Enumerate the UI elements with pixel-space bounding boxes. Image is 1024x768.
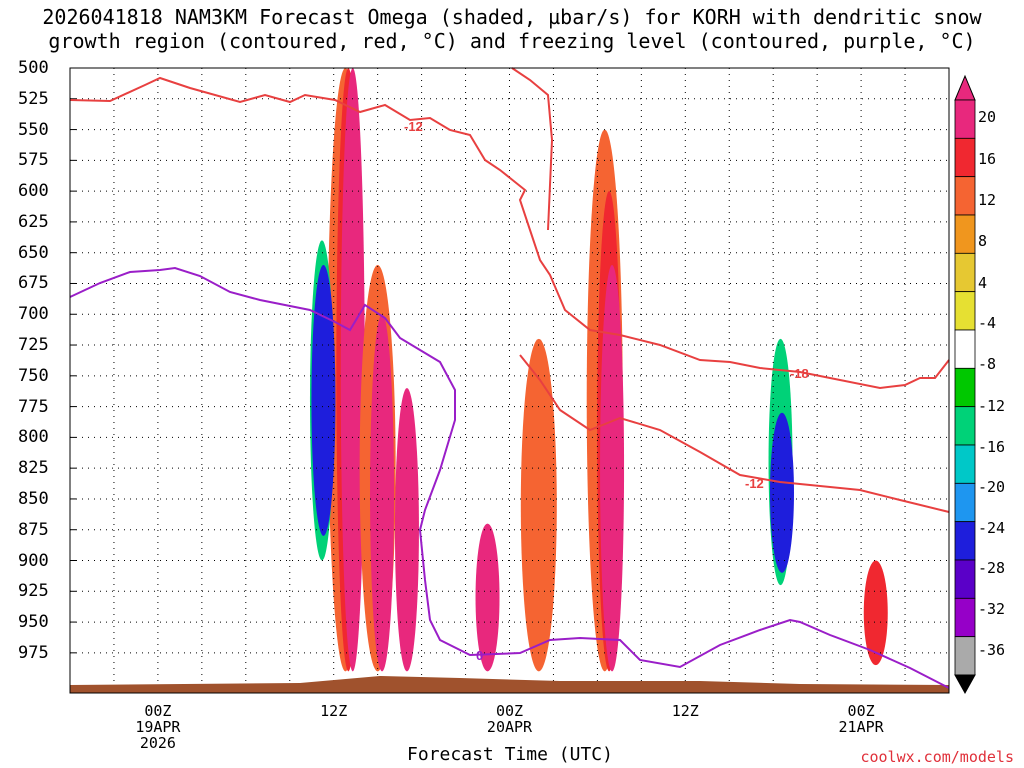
colorbar-label: -20	[978, 478, 1006, 496]
x-tick-label: 12Z	[671, 702, 699, 720]
omega-cell-12	[311, 265, 336, 536]
y-tick-label: 500	[18, 58, 49, 78]
colorbar-label: -8	[978, 355, 997, 373]
x-axis-title: Forecast Time (UTC)	[407, 744, 613, 765]
colorbar-top-arrow	[954, 74, 976, 101]
y-tick-label: 575	[18, 150, 49, 171]
colorbar-label: 20	[978, 108, 997, 126]
dgz-label-mid: -18	[790, 366, 809, 381]
dgz-contour-top	[511, 67, 554, 231]
colorbar-bin-9	[954, 444, 976, 484]
y-tick-label: 925	[18, 581, 49, 602]
colorbar-bin-13	[954, 597, 976, 638]
colorbar-bin-2	[954, 176, 976, 216]
x-tick-label: 00Z	[847, 702, 875, 720]
omega-cell-7	[520, 338, 557, 672]
y-tick-label: 525	[18, 88, 49, 109]
x-tick-label: 21APR	[838, 718, 884, 736]
dgz-label-lower: -12	[745, 476, 764, 491]
x-tick-label: 2026	[139, 734, 176, 752]
credit-link[interactable]: coolwx.com/models	[860, 748, 1014, 766]
dgz-contour-lower	[519, 354, 950, 513]
y-tick-label: 900	[18, 550, 49, 571]
y-tick-label: 975	[18, 642, 49, 663]
colorbar-label: -16	[978, 438, 1006, 456]
colorbar-bin-4	[954, 252, 976, 293]
colorbar-bin-12	[954, 559, 976, 599]
colorbar-bin-7	[954, 367, 976, 408]
colorbar-bin-11	[954, 521, 976, 561]
y-tick-label: 650	[18, 242, 49, 263]
omega-cell-14	[769, 412, 794, 573]
colorbar-label: 12	[978, 191, 997, 209]
colorbar-bin-5	[954, 291, 976, 331]
colorbar	[954, 74, 976, 695]
y-tick-label: 750	[18, 365, 49, 386]
colorbar-label: -36	[978, 641, 1006, 659]
chart-title-line2: growth region (contoured, red, °C) and f…	[48, 29, 976, 53]
omega-cell-17	[863, 560, 888, 666]
colorbar-bottom-arrow	[954, 674, 976, 695]
colorbar-label: -28	[978, 559, 1006, 577]
colorbar-label: 8	[978, 232, 988, 250]
y-tick-label: 825	[18, 458, 49, 479]
grid-lines	[70, 67, 949, 693]
y-tick-label: 875	[18, 519, 49, 540]
colorbar-bin-1	[954, 137, 976, 178]
colorbar-label: -32	[978, 600, 1006, 618]
y-tick-label: 725	[18, 335, 49, 356]
colorbar-bin-10	[954, 482, 976, 523]
colorbar-bin-8	[954, 406, 976, 446]
colorbar-label: 16	[978, 150, 997, 168]
colorbar-bin-14	[954, 636, 976, 676]
y-tick-label: 625	[18, 211, 49, 232]
colorbar-bin-6	[954, 329, 976, 369]
y-tick-label: 600	[18, 181, 49, 202]
terrain-fill	[70, 676, 949, 693]
omega-cell-6	[475, 523, 500, 672]
y-tick-label: 775	[18, 396, 49, 417]
freezing-label: 0	[476, 648, 483, 663]
x-tick-label: 20APR	[486, 718, 533, 736]
colorbar-bin-0	[954, 99, 976, 139]
colorbar-label: -4	[978, 314, 997, 332]
omega-cell-2	[340, 68, 365, 672]
dgz-contour-upper	[69, 76, 950, 390]
omega-shading	[78, 68, 888, 672]
x-tick-label: 19APR	[135, 718, 181, 736]
colorbar-bin-3	[954, 214, 976, 254]
omega-cell-4	[370, 314, 395, 672]
y-tick-label: 950	[18, 612, 49, 633]
y-tick-label: 675	[18, 273, 49, 294]
colorbar-label: -24	[978, 519, 1006, 537]
colorbar-label: 4	[978, 274, 988, 292]
omega-cell-16	[78, 609, 115, 666]
y-tick-label: 550	[18, 119, 49, 140]
y-tick-label: 850	[18, 488, 49, 509]
x-tick-label: 12Z	[320, 702, 348, 720]
plot-frame	[69, 67, 950, 694]
omega-cell-10	[600, 265, 625, 672]
colorbar-label: -12	[978, 397, 1006, 415]
chart-title-line1: 2026041818 NAM3KM Forecast Omega (shaded…	[42, 5, 982, 29]
x-tick-label: 00Z	[144, 702, 172, 720]
y-tick-label: 700	[18, 304, 49, 325]
x-tick-label: 00Z	[495, 702, 524, 720]
y-tick-label: 800	[18, 427, 49, 448]
freezing-level-contour	[69, 266, 950, 689]
dgz-label-upper: -12	[404, 119, 423, 134]
